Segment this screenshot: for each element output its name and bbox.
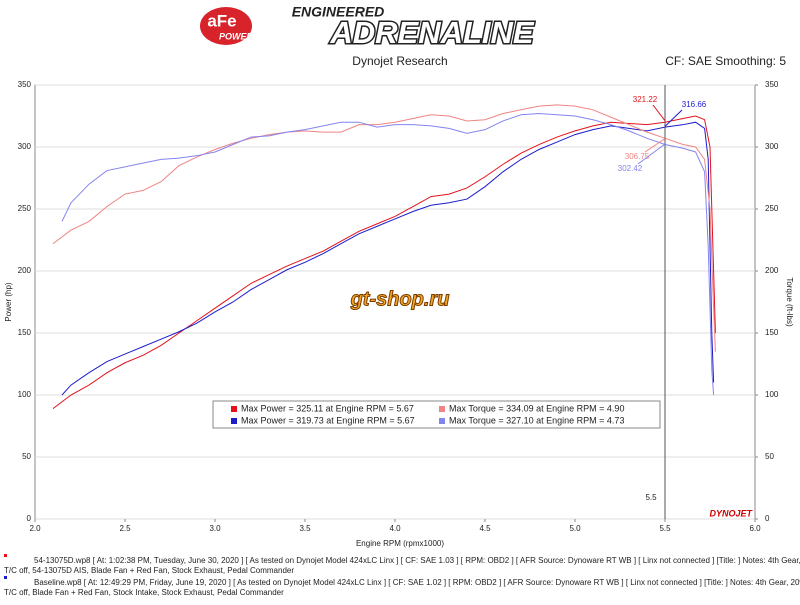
y2-tick-label: 100: [765, 390, 779, 399]
power-torque-line: [52, 104, 716, 352]
footer-marker: [4, 576, 7, 579]
y-tick-label: 200: [18, 266, 32, 275]
y-tick-label: 250: [18, 204, 32, 213]
legend-label: Max Torque = 334.09 at Engine RPM = 4.90: [449, 403, 624, 413]
y2-tick-label: 350: [765, 80, 779, 89]
y-tick-label: 50: [22, 452, 31, 461]
x-tick-label: 4.0: [389, 524, 401, 533]
legend-label: Max Power = 319.73 at Engine RPM = 5.67: [241, 415, 415, 425]
y2-tick-label: 200: [765, 266, 779, 275]
maker: DYNOJET: [709, 508, 753, 518]
x-tick-label: 2.0: [29, 524, 41, 533]
y-tick-label: 150: [18, 328, 32, 337]
tagline: ENGINEERED: [292, 4, 385, 20]
y-tick-label: 100: [18, 390, 32, 399]
x-tick-label: 2.5: [119, 524, 131, 533]
cursor-arrow: [664, 109, 683, 127]
y-axis-label: Power (hp): [4, 282, 13, 321]
footer-line: 54-13075D.wp8 [ At: 1:02:38 PM, Tuesday,…: [34, 556, 800, 565]
y2-tick-label: 150: [765, 328, 779, 337]
watermark: gt-shop.ru: [350, 288, 450, 310]
brand: aFe: [207, 11, 236, 30]
y2-tick-label: 0: [765, 514, 770, 523]
cursor-value: 302.42: [618, 164, 643, 173]
y2-tick-label: 50: [765, 452, 774, 461]
cursor-arrow: [637, 143, 666, 165]
legend-swatch: [439, 418, 445, 424]
power-torque-line: [52, 115, 716, 410]
x-tick-label: 6.0: [749, 524, 761, 533]
x-axis-label: Engine RPM (rpmx1000): [356, 539, 444, 548]
legend-swatch: [439, 406, 445, 412]
legend-swatch: [231, 418, 237, 424]
headline: ADRENALINE: [329, 15, 535, 50]
footer-line: Baseline.wp8 [ At: 12:49:29 PM, Friday, …: [34, 578, 800, 587]
x-tick-label: 3.5: [299, 524, 311, 533]
brand-badge: [200, 7, 252, 45]
y-tick-label: 350: [18, 80, 32, 89]
legend: [212, 400, 661, 429]
source: Dynojet Research: [352, 54, 447, 68]
y2-axis-label: Torque (ft-lbs): [785, 277, 794, 327]
cursor-value: 306.75: [625, 152, 650, 161]
legend-swatch: [231, 406, 237, 412]
cursor-value: 316.66: [682, 100, 707, 109]
footer-marker: [4, 554, 7, 557]
x-tick-label: 4.5: [479, 524, 491, 533]
legend-label: Max Torque = 327.10 at Engine RPM = 4.73: [449, 415, 624, 425]
brand-sub: POWER: [219, 31, 254, 41]
footer-line: T/C off, Blade Fan + Red Fan, Stock Inta…: [4, 588, 284, 597]
x-tick-label: 3.0: [209, 524, 221, 533]
y-tick-label: 0: [27, 514, 32, 523]
y-tick-label: 300: [18, 142, 32, 151]
cursor-arrow: [652, 104, 666, 121]
power-torque-line: [61, 113, 715, 396]
y2-tick-label: 250: [765, 204, 779, 213]
cursor-value: 321.22: [633, 95, 658, 104]
settings: CF: SAE Smoothing: 5: [665, 54, 786, 68]
y2-tick-label: 300: [765, 142, 779, 151]
x-tick-label: 5.0: [569, 524, 581, 533]
power-torque-line: [61, 121, 715, 396]
legend-label: Max Power = 325.11 at Engine RPM = 5.67: [241, 403, 414, 413]
cursor-label: 5.5: [645, 493, 657, 502]
x-tick-label: 5.5: [659, 524, 671, 533]
footer-line: T/C off, 54-13075D AIS, Blade Fan + Red …: [4, 566, 294, 575]
cursor-arrow: [644, 138, 666, 153]
